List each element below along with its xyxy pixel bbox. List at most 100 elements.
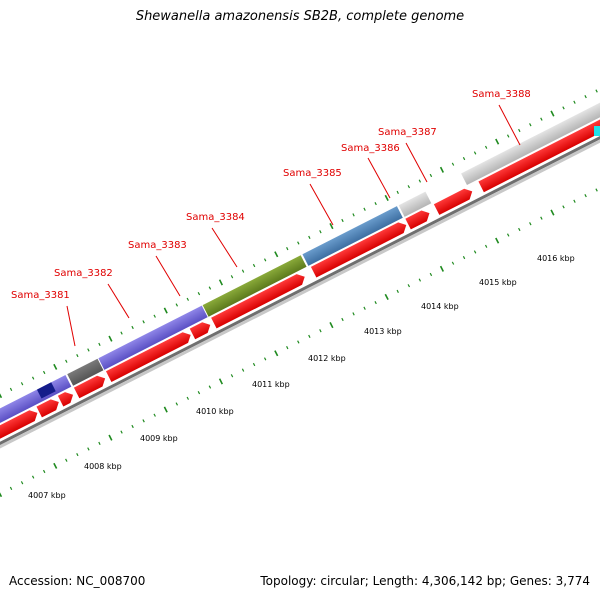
tick-mark bbox=[241, 368, 245, 372]
tick-mark bbox=[329, 223, 334, 230]
accession-text: Accession: NC_008700 bbox=[9, 574, 146, 588]
kbp-label: 4015 kbp bbox=[479, 278, 517, 287]
tick-mark bbox=[308, 334, 311, 338]
tick-mark bbox=[595, 89, 598, 93]
feature-bar-lightgray-small bbox=[398, 191, 432, 217]
feature-bar-track bbox=[0, 100, 600, 431]
leader-line bbox=[211, 227, 238, 268]
tick-mark bbox=[595, 188, 598, 192]
kbp-label: 4011 kbp bbox=[252, 380, 290, 389]
tick-mark bbox=[263, 357, 267, 361]
tick-mark bbox=[0, 393, 3, 399]
gene-label: Sama_3387 bbox=[378, 127, 437, 138]
tick-mark bbox=[0, 492, 3, 498]
tick-mark bbox=[153, 413, 156, 417]
tick-mark bbox=[252, 263, 256, 268]
tick-mark bbox=[363, 207, 366, 211]
tick-mark bbox=[319, 230, 322, 234]
leader-line bbox=[309, 183, 334, 226]
tick-mark bbox=[484, 244, 488, 248]
tick-mark bbox=[529, 123, 532, 127]
kbp-label: 4013 kbp bbox=[364, 327, 402, 336]
tick-mark bbox=[241, 269, 245, 273]
tick-mark bbox=[186, 297, 190, 301]
feature-bar-blue bbox=[302, 206, 403, 266]
tick-mark bbox=[76, 354, 79, 358]
tick-mark bbox=[153, 314, 156, 318]
cds-arrow bbox=[0, 410, 38, 442]
tick-mark bbox=[175, 303, 179, 307]
kbp-label: 4009 kbp bbox=[140, 434, 178, 443]
cds-arrow bbox=[189, 322, 211, 340]
tick-mark bbox=[163, 406, 168, 413]
tick-mark bbox=[418, 278, 422, 282]
tick-mark bbox=[374, 301, 377, 305]
tick-mark bbox=[473, 250, 477, 254]
tick-mark bbox=[418, 179, 422, 183]
tick-mark bbox=[352, 213, 355, 217]
kbp-label: 4008 kbp bbox=[84, 462, 122, 471]
tick-mark bbox=[42, 469, 46, 474]
tick-mark bbox=[407, 284, 411, 288]
feature-bar-navy bbox=[36, 382, 56, 399]
tick-mark bbox=[252, 362, 256, 367]
tick-mark bbox=[20, 481, 24, 485]
tick-mark bbox=[197, 391, 201, 395]
tick-mark bbox=[31, 475, 35, 479]
tick-mark bbox=[120, 430, 123, 434]
tick-mark bbox=[297, 241, 300, 245]
tick-mark bbox=[462, 156, 466, 161]
tick-mark bbox=[329, 322, 334, 329]
feature-bar-purple bbox=[98, 305, 208, 370]
tick-mark bbox=[230, 374, 234, 378]
gene-label: Sama_3385 bbox=[283, 168, 342, 179]
gene-label: Sama_3381 bbox=[11, 290, 70, 301]
tick-mark bbox=[230, 275, 234, 279]
tick-mark bbox=[286, 346, 289, 350]
tick-mark bbox=[529, 222, 532, 226]
leader-line bbox=[107, 283, 130, 319]
map-title: Shewanella amazonensis SB2B, complete ge… bbox=[135, 9, 465, 24]
tick-mark bbox=[451, 261, 455, 265]
cds-arrow bbox=[36, 399, 59, 418]
tick-mark bbox=[208, 385, 212, 389]
tick-mark bbox=[308, 235, 311, 239]
tick-mark bbox=[218, 279, 224, 286]
tick-mark bbox=[341, 317, 344, 322]
tick-mark bbox=[550, 110, 555, 117]
tick-mark bbox=[131, 424, 134, 429]
tick-mark bbox=[484, 145, 488, 149]
gene-label: Sama_3384 bbox=[186, 212, 245, 223]
tick-mark bbox=[518, 128, 521, 133]
tick-mark bbox=[297, 340, 300, 344]
cds-arrow-track bbox=[0, 113, 600, 442]
tick-mark bbox=[208, 286, 212, 290]
outer-tick-row bbox=[0, 89, 598, 399]
tick-mark bbox=[384, 194, 389, 201]
tick-mark bbox=[20, 382, 24, 386]
feature-bar-lightgray bbox=[461, 100, 600, 186]
tick-mark bbox=[473, 151, 477, 155]
cds-arrow bbox=[73, 375, 106, 399]
tick-mark bbox=[384, 293, 389, 300]
tick-mark bbox=[429, 173, 433, 178]
backbone bbox=[0, 124, 600, 457]
tick-mark bbox=[98, 342, 101, 346]
feature-bar-green bbox=[202, 255, 307, 317]
leader-line bbox=[66, 305, 76, 347]
tick-mark bbox=[142, 419, 145, 423]
tick-mark bbox=[286, 247, 289, 251]
tick-mark bbox=[131, 325, 134, 330]
tick-mark bbox=[439, 166, 445, 173]
leader-line bbox=[405, 142, 428, 183]
tick-mark bbox=[108, 434, 113, 441]
tick-mark bbox=[584, 95, 587, 99]
tick-mark bbox=[396, 289, 399, 293]
leader-line bbox=[367, 157, 391, 199]
tick-mark bbox=[319, 329, 322, 333]
tick-mark bbox=[562, 106, 565, 110]
tick-mark bbox=[175, 402, 179, 406]
kbp-label: 4010 kbp bbox=[196, 407, 234, 416]
feature-bar-cyan bbox=[594, 126, 600, 136]
tick-mark bbox=[87, 447, 90, 451]
